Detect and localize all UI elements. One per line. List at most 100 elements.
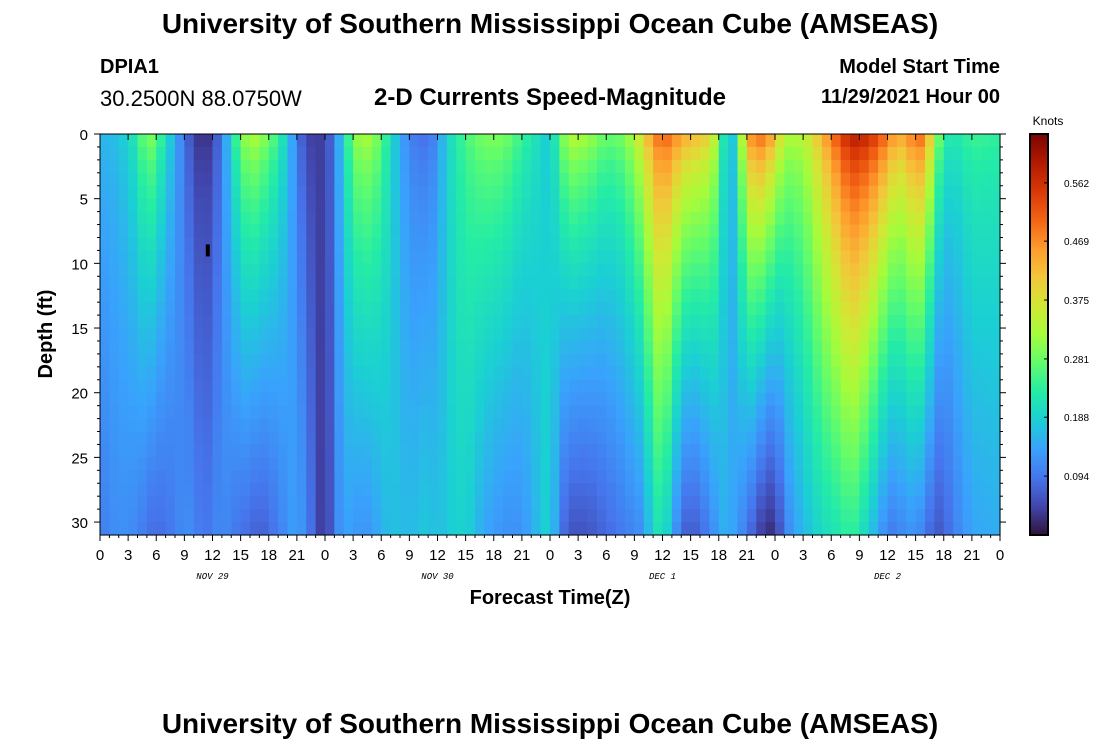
heatmap-cell [915, 134, 926, 148]
heatmap-cell [718, 431, 729, 446]
heatmap-cell [109, 366, 120, 381]
heatmap-cell [568, 198, 579, 213]
heatmap-cell [625, 211, 635, 226]
heatmap-cell [118, 250, 129, 264]
heatmap-cell [343, 146, 354, 161]
heatmap-cell [615, 483, 626, 497]
heatmap-cell [643, 315, 654, 329]
heatmap-cell [681, 405, 692, 420]
heatmap-cell [175, 146, 185, 161]
heatmap-cell [896, 483, 907, 497]
heatmap-cell [756, 159, 767, 174]
heatmap-cell [831, 172, 842, 187]
heatmap-cell [428, 263, 439, 277]
heatmap-cell [268, 237, 279, 252]
heatmap-cell [250, 418, 260, 433]
heatmap-cell [250, 353, 260, 368]
heatmap-cell [512, 263, 523, 277]
heatmap-cell [896, 444, 907, 458]
heatmap-cell [400, 379, 410, 394]
heatmap-cell [915, 185, 926, 200]
heatmap-cell [971, 483, 982, 497]
heatmap-cell [493, 470, 504, 484]
heatmap-cell [700, 237, 710, 252]
heatmap-cell [953, 211, 964, 226]
heatmap-cell [400, 340, 410, 355]
heatmap-cell [362, 509, 373, 523]
heatmap-cell [278, 457, 289, 471]
heatmap-cell [943, 263, 954, 277]
heatmap-cell [390, 224, 401, 239]
heatmap-cell [531, 483, 542, 497]
heatmap-cell [278, 159, 289, 174]
heatmap-cell [925, 392, 935, 407]
heatmap-cell [521, 250, 532, 264]
heatmap-cell [484, 289, 495, 303]
heatmap-cell [221, 172, 232, 187]
heatmap-cell [390, 185, 401, 200]
heatmap-cell [587, 431, 598, 446]
heatmap-cell [371, 172, 382, 187]
heatmap-cell [428, 198, 439, 213]
heatmap-cell [165, 172, 176, 187]
heatmap-cell [793, 263, 804, 277]
heatmap-cell [146, 289, 157, 303]
heatmap-cell [821, 302, 832, 316]
heatmap-cell [446, 263, 457, 277]
heatmap-cell [146, 224, 157, 239]
heatmap-cell [634, 263, 645, 277]
heatmap-cell [184, 457, 195, 471]
heatmap-cell [278, 302, 289, 316]
heatmap-cell [587, 353, 598, 368]
heatmap-cell [981, 509, 992, 523]
heatmap-cell [671, 185, 682, 200]
heatmap-cell [334, 340, 345, 355]
heatmap-cell [606, 276, 617, 290]
heatmap-cell [812, 431, 823, 446]
heatmap-cell [653, 509, 664, 523]
heatmap-cell [718, 444, 729, 458]
heatmap-cell [840, 224, 851, 239]
heatmap-cell [662, 315, 673, 329]
heatmap-cell [765, 379, 776, 394]
heatmap-cell [896, 134, 907, 148]
heatmap-cell [371, 444, 382, 458]
heatmap-cell [962, 146, 973, 161]
heatmap-cell [943, 483, 954, 497]
heatmap-cell [287, 444, 298, 458]
heatmap-cell [475, 444, 485, 458]
heatmap-cell [578, 418, 589, 433]
heatmap-cell [184, 405, 195, 420]
heatmap-cell [437, 224, 448, 239]
heatmap-cell [540, 276, 551, 290]
heatmap-cell [643, 496, 654, 510]
heatmap-cell [906, 159, 917, 174]
heatmap-cell [118, 509, 129, 523]
heatmap-cell [990, 302, 1001, 316]
heatmap-cell [934, 263, 945, 277]
heatmap-cell [325, 366, 335, 381]
heatmap-cell [109, 340, 120, 355]
heatmap-cell [643, 353, 654, 368]
heatmap-cell [540, 483, 551, 497]
heatmap-cell [934, 483, 945, 497]
heatmap-cell [634, 509, 645, 523]
heatmap-cell [971, 340, 982, 355]
heatmap-cell [278, 134, 289, 148]
heatmap-cell [943, 379, 954, 394]
heatmap-cell [662, 250, 673, 264]
heatmap-cell [203, 444, 214, 458]
heatmap-cell [343, 224, 354, 239]
heatmap-cell [100, 405, 110, 420]
heatmap-cell [418, 134, 429, 148]
heatmap-cell [390, 211, 401, 226]
heatmap-cell [456, 134, 467, 148]
heatmap-cell [831, 250, 842, 264]
heatmap-cell [775, 379, 785, 394]
heatmap-cell [118, 263, 129, 277]
heatmap-cell [925, 353, 935, 368]
heatmap-cell [981, 392, 992, 407]
heatmap-cell [437, 134, 448, 148]
heatmap-cell [559, 250, 570, 264]
heatmap-cell [850, 431, 860, 446]
